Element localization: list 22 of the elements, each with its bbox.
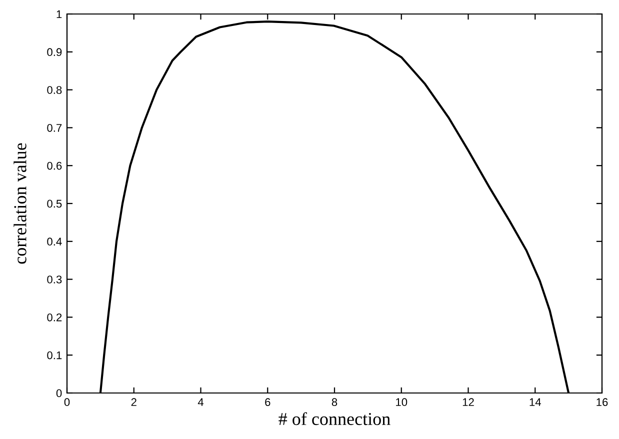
y-tick-label: 0	[56, 389, 62, 398]
x-tick-label: 6	[265, 398, 270, 406]
x-tick-label: 14	[530, 398, 541, 406]
y-tick-label: 0.5	[47, 200, 62, 208]
x-tick-label: 16	[596, 398, 608, 406]
y-tick-label: 0.7	[47, 124, 62, 132]
y-tick-label: 0.2	[47, 313, 62, 322]
x-tick-label: 12	[462, 398, 474, 406]
x-axis-title: # of connection	[278, 412, 390, 426]
y-tick-label: 0.9	[47, 48, 62, 56]
y-tick-label: 0.3	[47, 276, 62, 284]
x-tick-label: 8	[332, 398, 338, 406]
y-axis-title: correlation value	[14, 143, 26, 264]
x-tick-label: 4	[198, 398, 204, 406]
x-tick-label: 0	[64, 398, 70, 406]
y-tick-label: 0.1	[47, 351, 62, 360]
x-tick-label: 10	[396, 398, 408, 406]
y-tick-label: 1	[56, 10, 62, 18]
y-tick-label: 0.8	[47, 86, 62, 94]
x-tick-label: 2	[131, 398, 136, 406]
y-tick-label: 0.4	[47, 238, 62, 246]
y-tick-label: 0.6	[47, 162, 62, 170]
